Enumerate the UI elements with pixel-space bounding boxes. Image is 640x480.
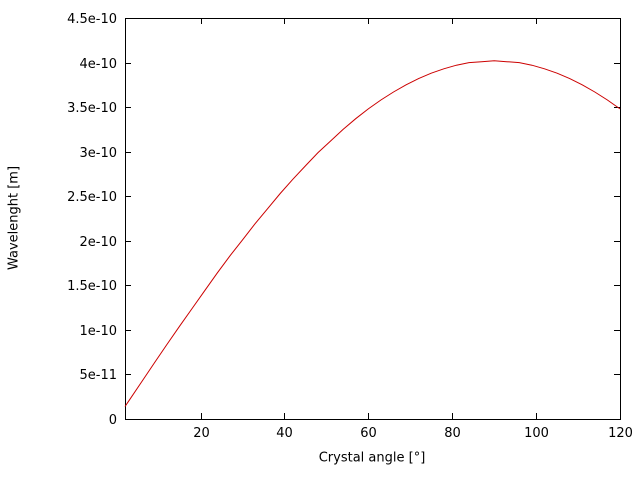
- y-axis-title: Wavelenght [m]: [6, 165, 22, 271]
- y-tick-label: 2.5e-10: [67, 190, 117, 205]
- y-tick-label: 2e-10: [79, 235, 117, 250]
- y-tick-label: 3.5e-10: [67, 101, 117, 116]
- y-tick-label: 3e-10: [79, 146, 117, 161]
- series-line-wavelength: [124, 60, 621, 407]
- x-tick-label: 20: [193, 426, 210, 441]
- x-tick-label: 120: [608, 426, 633, 441]
- y-tick-label: 1e-10: [79, 324, 117, 339]
- y-tick-label: 1.5e-10: [67, 279, 117, 294]
- x-tick-label: 40: [276, 426, 293, 441]
- x-axis-title: Crystal angle [°]: [318, 450, 426, 466]
- plot-border: [125, 18, 621, 420]
- x-tick-label: 60: [360, 426, 377, 441]
- x-tick-label: 100: [524, 426, 549, 441]
- y-tick-label: 4e-10: [79, 57, 117, 72]
- y-tick-label: 5e-11: [79, 368, 117, 383]
- y-tick-label: 0: [109, 413, 117, 428]
- x-tick-label: 80: [444, 426, 461, 441]
- y-tick-label: 4.5e-10: [67, 12, 117, 27]
